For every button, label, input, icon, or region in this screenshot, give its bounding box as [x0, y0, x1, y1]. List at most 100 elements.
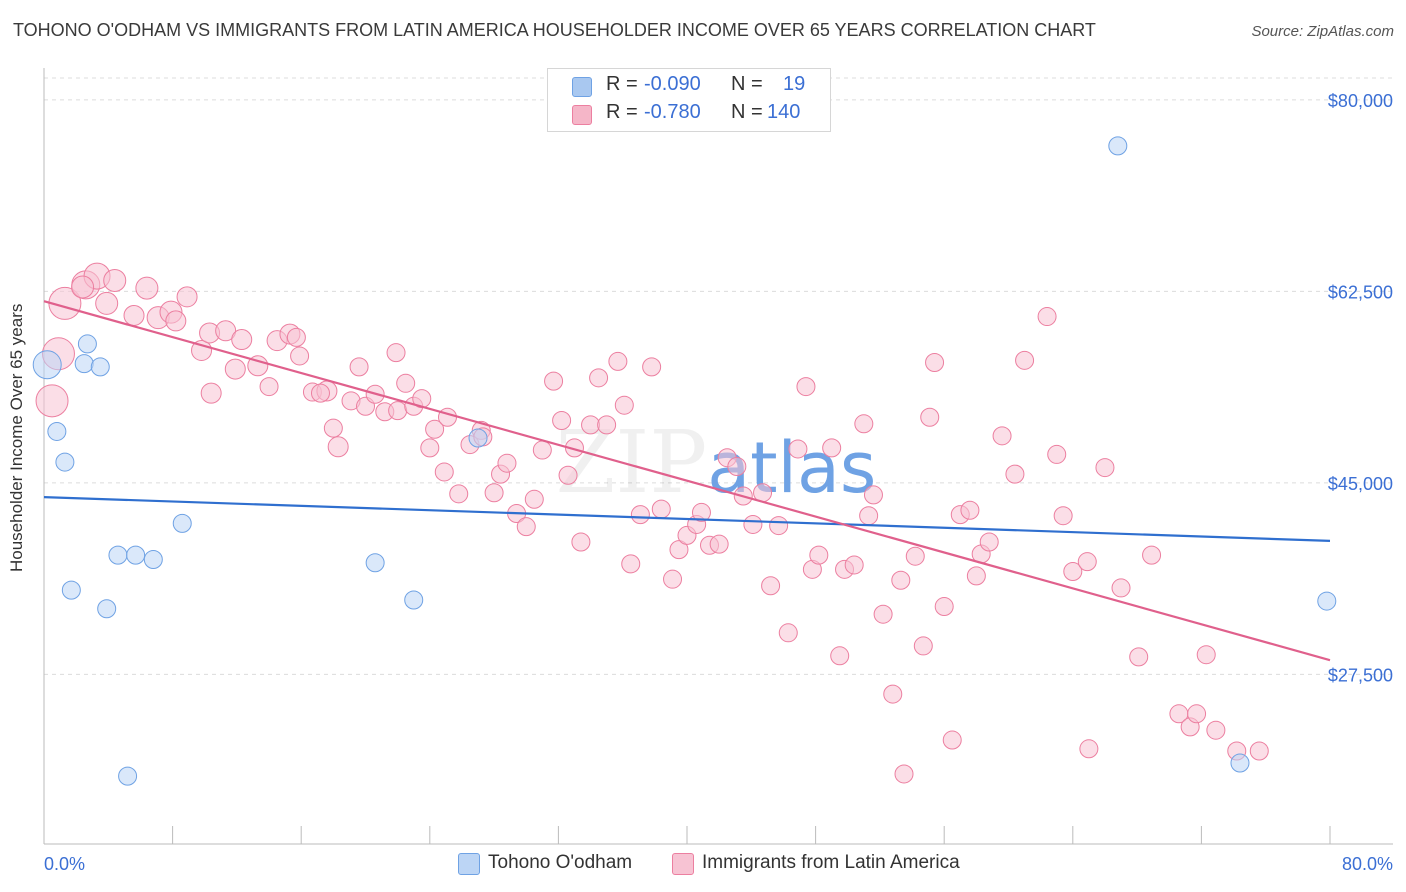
latin-america-point	[796, 377, 816, 397]
latin-america-point	[310, 383, 330, 403]
latin-america-point	[259, 377, 279, 397]
bottom-legend-label-latin-america: Immigrants from Latin America	[702, 852, 960, 873]
tohono-point	[32, 350, 62, 380]
latin-america-point	[1005, 464, 1025, 484]
latin-america-point	[247, 355, 269, 377]
latin-america-point	[992, 426, 1012, 446]
latin-america-point	[327, 436, 349, 458]
correlation-legend: R = -0.090 N = 19 R = -0.780 N = 140	[547, 68, 831, 132]
latin-america-point	[388, 401, 408, 421]
latin-america-point	[437, 407, 457, 427]
latin-america-point	[581, 415, 601, 435]
tohono-point	[77, 334, 97, 354]
latin-america-point	[349, 357, 369, 377]
latin-america-point	[1015, 350, 1035, 370]
latin-america-point	[663, 569, 683, 589]
latin-america-point	[71, 275, 95, 299]
tohono-trend-line	[43, 496, 1331, 542]
latin-america-point	[960, 500, 980, 520]
y-tick-label: $45,000	[1328, 474, 1393, 494]
latin-america-point	[925, 353, 945, 373]
latin-america-point	[630, 505, 650, 525]
latin-america-point	[788, 439, 808, 459]
latin-america-point	[608, 351, 628, 371]
latin-america-point	[396, 373, 416, 393]
latin-america-point	[571, 532, 591, 552]
tohono-point	[61, 580, 81, 600]
latin-america-point	[589, 368, 609, 388]
bottom-legend-swatch-latin-america	[672, 853, 694, 875]
latin-america-point	[743, 514, 763, 534]
latin-america-point	[822, 438, 842, 458]
y-tick-label: $62,500	[1328, 282, 1393, 302]
latin-america-point	[1187, 704, 1207, 724]
legend-n-value: 19	[783, 73, 806, 95]
legend-r-label: R =	[606, 101, 638, 123]
tohono-point	[118, 766, 138, 786]
latin-america-point	[516, 517, 536, 537]
latin-america-point	[95, 291, 119, 315]
latin-america-point	[420, 438, 440, 458]
latin-america-point	[286, 327, 306, 347]
latin-america-point	[651, 499, 671, 519]
latin-america-point	[979, 532, 999, 552]
latin-america-point	[859, 506, 879, 526]
latin-america-point	[1079, 739, 1099, 759]
latin-america-point	[642, 357, 662, 377]
latin-america-point	[863, 485, 883, 505]
latin-america-point	[1037, 307, 1057, 327]
legend-swatch-latin-america	[572, 105, 592, 125]
latin-america-point	[942, 730, 962, 750]
latin-america-point	[290, 346, 310, 366]
latin-america-point	[103, 268, 127, 292]
latin-america-point	[35, 384, 69, 418]
latin-america-point	[434, 462, 454, 482]
latin-america-point	[1206, 720, 1226, 740]
latin-america-point	[778, 623, 798, 643]
bottom-legend-swatch-tohono	[458, 853, 480, 875]
latin-america-point	[809, 545, 829, 565]
latin-america-point	[231, 329, 253, 351]
bottom-legend-label-tohono: Tohono O'odham	[488, 852, 633, 873]
latin-america-point	[709, 534, 729, 554]
latin-america-point	[905, 546, 925, 566]
latin-america-point	[920, 407, 940, 427]
latin-america-point	[934, 597, 954, 617]
y-axis-label: Householder Income Over 65 years	[7, 303, 26, 572]
latin-america-point	[883, 684, 903, 704]
tohono-point	[143, 549, 163, 569]
tohono-point	[108, 545, 128, 565]
legend-r-label: R =	[606, 73, 638, 95]
latin-america-point	[854, 414, 874, 434]
latin-america-point	[497, 453, 517, 473]
latin-america-point	[1142, 545, 1162, 565]
legend-swatch-tohono	[572, 77, 592, 97]
latin-america-point	[224, 358, 246, 380]
legend-r-value: -0.780	[644, 101, 701, 123]
latin-america-point	[123, 304, 145, 326]
latin-america-point	[1053, 506, 1073, 526]
latin-america-point	[544, 371, 564, 391]
legend-n-label: N =	[731, 101, 763, 123]
latin-america-point	[1196, 645, 1216, 665]
latin-america-point	[484, 483, 504, 503]
tohono-point	[74, 354, 94, 374]
latin-america-point	[386, 343, 406, 363]
latin-america-point	[669, 540, 689, 560]
tohono-point	[1108, 136, 1128, 156]
latin-america-point	[966, 566, 986, 586]
latin-america-point	[1129, 647, 1149, 667]
chart-title: TOHONO O'ODHAM VS IMMIGRANTS FROM LATIN …	[13, 20, 1096, 40]
latin-america-point	[844, 555, 864, 575]
latin-america-point	[894, 764, 914, 784]
latin-america-point	[165, 310, 187, 332]
latin-america-point	[1063, 562, 1083, 582]
tohono-point	[365, 553, 385, 573]
latin-america-point	[621, 554, 641, 574]
y-tick-label: $27,500	[1328, 665, 1393, 685]
latin-america-point	[200, 382, 222, 404]
legend-n-label: N =	[731, 73, 763, 95]
latin-america-point	[1047, 444, 1067, 464]
latin-america-point	[614, 395, 634, 415]
